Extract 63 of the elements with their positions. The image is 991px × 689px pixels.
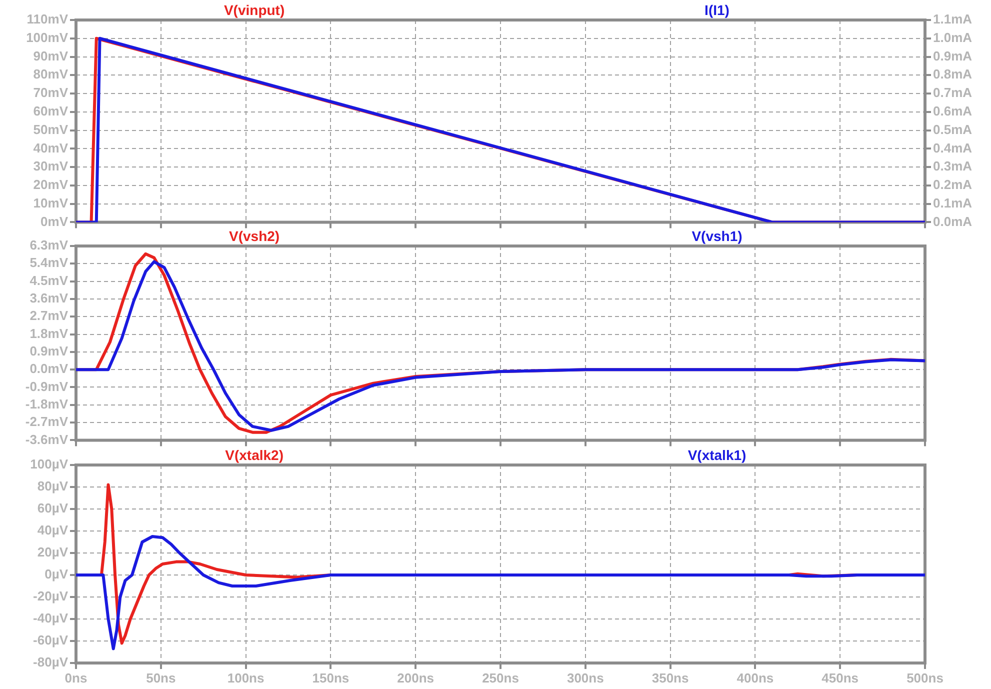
y-tick-label: 3.6mV <box>30 290 68 306</box>
y-tick-label: -3.6mV <box>25 432 68 447</box>
y2-tick-label: 0.5mA <box>933 122 973 137</box>
x-tick-label: 0ns <box>64 670 88 686</box>
x-tick-label: 450ns <box>822 670 859 686</box>
text: V(xtalk2) <box>225 446 284 463</box>
y-tick-label: 10mV <box>33 195 68 210</box>
y-tick-label: 90mV <box>33 48 68 64</box>
y-tick-label: 0.0mV <box>30 361 68 376</box>
y2-tick-label: 0.0mA <box>933 214 973 229</box>
y-tick-label: 70mV <box>33 85 68 100</box>
y-tick-label: 30mV <box>33 158 68 174</box>
x-tick-label: 500ns <box>906 670 944 686</box>
y-tick-label: -0.9mV <box>25 378 68 394</box>
y2-tick-label: 1.0mA <box>933 30 973 45</box>
y-tick-label: 100mV <box>26 30 68 45</box>
y-tick-label: 60mV <box>33 103 68 118</box>
text: I(I1) <box>704 2 730 18</box>
y2-tick-label: 0.8mA <box>933 66 973 82</box>
text: V(vsh2) <box>229 228 280 244</box>
x-tick-label: 150ns <box>312 670 350 686</box>
y-tick-label: 6.3mV <box>30 238 68 253</box>
y-tick-label: -2.7mV <box>25 414 68 430</box>
y-tick-label: 2.7mV <box>30 308 68 324</box>
y-tick-label: 0µV <box>44 566 68 582</box>
y-tick-label: -20µV <box>33 588 68 604</box>
y2-tick-label: 0.9mA <box>933 48 973 64</box>
y-tick-label: 60µV <box>37 500 68 516</box>
y-tick-label: 80mV <box>33 66 68 82</box>
x-tick-label: 400ns <box>736 670 774 686</box>
x-tick-label: 300ns <box>566 670 604 686</box>
y-tick-label: -60µV <box>33 632 68 648</box>
y2-tick-label: 0.6mA <box>933 103 973 118</box>
y-tick-label: 1.8mV <box>30 326 68 341</box>
text: V(xtalk1) <box>688 446 746 463</box>
x-tick-label: 200ns <box>397 670 434 686</box>
y2-tick-label: 0.4mA <box>933 140 973 156</box>
y2-tick-label: 0.2mA <box>933 177 973 192</box>
y-tick-label: 100µV <box>30 456 68 472</box>
text: V(vinput) <box>224 2 285 18</box>
x-tick-label: 350ns <box>652 670 689 686</box>
text: V(vsh1) <box>692 228 742 244</box>
y-tick-label: 40mV <box>33 140 68 156</box>
y-tick-label: -40µV <box>33 610 68 626</box>
x-tick-label: 50ns <box>146 670 176 686</box>
y-tick-label: 110mV <box>26 12 68 27</box>
y-tick-label: 80µV <box>37 478 68 494</box>
y-tick-label: 20µV <box>37 544 68 560</box>
y-tick-label: 4.5mV <box>30 272 68 288</box>
y-tick-label: 50mV <box>33 122 68 137</box>
y2-tick-label: 1.1mA <box>933 12 973 27</box>
y2-tick-label: 0.3mA <box>933 158 973 174</box>
y-tick-label: 20mV <box>33 177 68 192</box>
y-tick-label: 0mV <box>40 214 68 229</box>
y2-tick-label: 0.7mA <box>933 85 973 100</box>
y-tick-label: 40µV <box>37 522 68 538</box>
y-tick-label: -1.8mV <box>25 396 68 412</box>
x-tick-label: 250ns <box>482 670 519 686</box>
y-tick-label: -80µV <box>33 654 68 670</box>
y-tick-label: 5.4mV <box>30 255 68 270</box>
y-tick-label: 0.9mV <box>30 344 68 359</box>
y2-tick-label: 0.1mA <box>933 195 973 210</box>
x-tick-label: 100ns <box>227 670 264 686</box>
